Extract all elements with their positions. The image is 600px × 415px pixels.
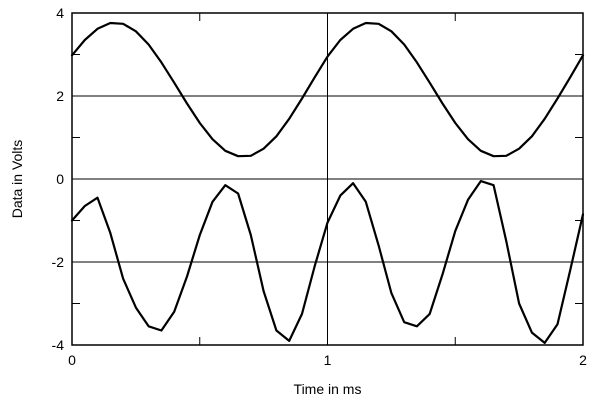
x-axis-title: Time in ms bbox=[294, 381, 362, 397]
tick-labels: -4 -2 0 2 4 0 1 2 bbox=[52, 5, 588, 368]
x-tick-label: 2 bbox=[579, 352, 587, 368]
minor-ticks bbox=[72, 13, 583, 345]
y-tick-label: 0 bbox=[56, 171, 64, 187]
plot-frame bbox=[71, 12, 584, 346]
series-line-1 bbox=[70, 21, 585, 158]
grid-lines bbox=[72, 13, 583, 345]
series-layer bbox=[70, 21, 585, 344]
y-axis-title: Data in Volts bbox=[9, 140, 25, 219]
y-tick-label: 2 bbox=[56, 88, 64, 104]
x-tick-label: 0 bbox=[68, 352, 76, 368]
x-tick-label: 1 bbox=[324, 352, 332, 368]
series-line-2 bbox=[70, 180, 585, 344]
y-tick-label: -2 bbox=[52, 254, 65, 270]
y-tick-label: -4 bbox=[52, 337, 65, 353]
y-tick-label: 4 bbox=[56, 5, 64, 21]
